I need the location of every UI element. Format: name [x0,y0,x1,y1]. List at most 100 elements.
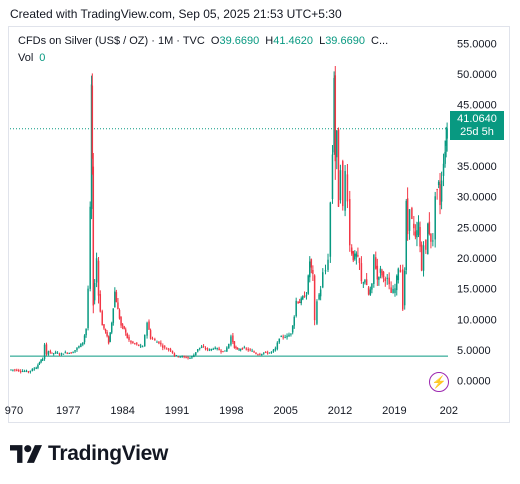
volume-value: 0 [39,52,46,64]
candle-body [25,370,28,372]
candle-body [386,277,388,279]
candle-body [318,294,320,300]
candle-body [92,166,95,306]
y-tick-label: 30.0000 [457,192,497,204]
candle-body [19,371,22,373]
last-price-value: 41.0640 [457,113,497,125]
candle-body [445,140,447,146]
x-tick-label: 1991 [165,405,189,417]
candle-body [74,350,76,352]
candle-body [437,181,440,186]
candle-body [444,151,446,164]
candle-body [49,351,52,353]
candle-body [264,351,267,353]
candle-body [362,282,365,284]
candle-body [101,311,103,326]
candle-body [136,343,138,345]
low-value: 39.6690 [325,35,365,47]
candle-body [333,77,335,153]
candle-body [290,333,292,335]
candle-body [238,349,240,351]
candle-body [414,231,417,237]
candle-body [189,357,191,359]
high-label: H [265,35,274,47]
lightning-icon[interactable]: ⚡ [429,372,449,392]
candle-body [177,356,180,358]
candle-body [319,289,322,297]
candle-body [322,272,324,288]
candle-body [309,261,311,278]
candle-body [316,301,318,324]
candle-body [272,349,275,352]
candle-body [379,268,382,273]
candle-body [158,341,160,344]
chart-frame [8,26,510,423]
candle-body [121,324,124,326]
candle-body [110,322,113,333]
candle-body [305,295,308,297]
candle-body [397,268,400,281]
candle-body [91,85,94,159]
candle-body [336,130,338,158]
candle-body [402,269,404,310]
candle-body [151,338,154,340]
candle-body [173,353,176,356]
candle-body [123,326,125,329]
candle-body [276,342,279,349]
candle-body [41,358,44,361]
candle-body [115,292,118,303]
candle-body [14,369,16,371]
candle-body [376,265,379,280]
candle-body [280,336,282,338]
candle-body [420,244,423,271]
candle-body [198,347,201,349]
candle-body [354,253,356,260]
candle-body [222,350,224,352]
candle-body [422,245,425,271]
candle-body [195,352,197,356]
candle-body [367,287,370,295]
candle-body [169,349,172,351]
candle-body [298,301,301,304]
symbol-description[interactable]: CFDs on Silver (US$ / OZ) · 1M · TVC [18,35,205,47]
candle-body [286,335,288,338]
y-tick-label: 35.0000 [457,161,497,173]
candle-body [232,335,234,343]
candle-body [183,356,185,358]
candle-body [202,346,205,348]
candle-body [413,223,415,229]
candle-body [107,336,110,344]
close-label: C... [371,35,389,47]
candle-body [350,247,353,254]
candle-body [297,301,299,304]
candle-body [371,283,373,290]
brand-name: TradingView [48,442,169,465]
candle-body [216,348,218,350]
candle-body [427,223,429,255]
candle-body [162,345,164,348]
candle-body [307,275,309,294]
candle-body [31,369,34,371]
y-tick-label: 5.0000 [457,345,491,357]
candle-body [21,371,24,373]
candle-body [58,354,61,356]
symbol-legend: CFDs on Silver (US$ / OZ) · 1M · TVC O39… [18,35,388,47]
candle-body [302,296,304,300]
candle-body [419,226,421,247]
y-tick-label: 55.0000 [457,38,497,50]
bar-countdown: 25d 5h [460,126,494,138]
candle-body [93,282,96,301]
candle-body [243,347,246,349]
candle-body [82,342,84,345]
candle-body [165,348,168,350]
candle-body [349,199,351,246]
candle-body [395,275,398,291]
candle-body [38,362,41,365]
candle-body [378,277,380,280]
candle-body [329,202,332,257]
candle-body [291,325,294,333]
candle-body [241,348,244,350]
candle-body [146,322,148,336]
candle-body [236,347,239,350]
